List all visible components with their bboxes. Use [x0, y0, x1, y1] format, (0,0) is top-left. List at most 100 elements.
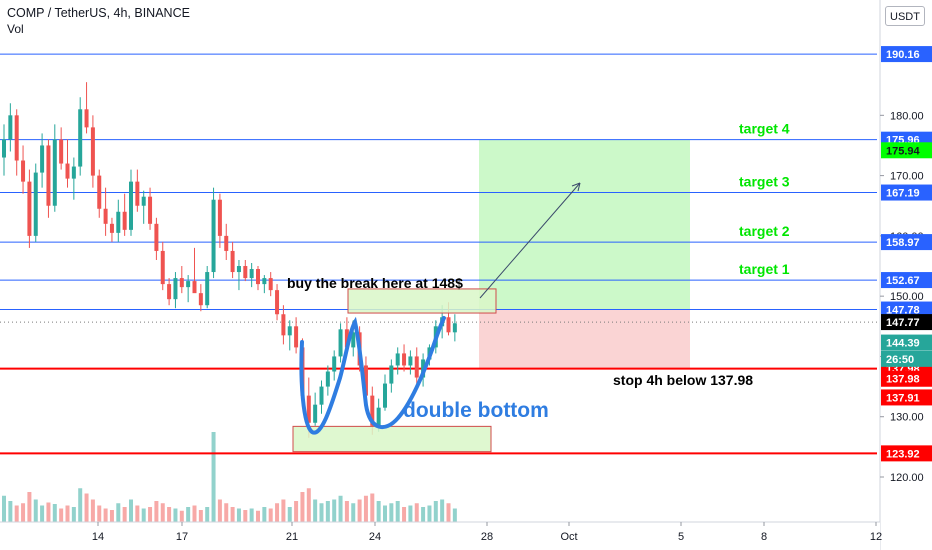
level-price-tag[interactable]: [881, 234, 932, 251]
candle-body[interactable]: [148, 196, 153, 224]
candle-body[interactable]: [8, 115, 13, 140]
candle-body[interactable]: [33, 172, 38, 236]
candle-body[interactable]: [167, 284, 172, 300]
candle-body[interactable]: [90, 127, 95, 176]
candle-body[interactable]: [344, 329, 349, 348]
candle-body[interactable]: [262, 278, 267, 285]
candle-body[interactable]: [338, 329, 343, 357]
level-price-tag[interactable]: [881, 184, 932, 201]
axis-price-tag[interactable]: [881, 314, 932, 331]
candle-body[interactable]: [27, 181, 32, 236]
axis-price-tag[interactable]: [881, 389, 932, 406]
candle-body[interactable]: [141, 196, 146, 206]
candle-body[interactable]: [446, 317, 451, 333]
candle-body[interactable]: [370, 395, 375, 426]
level-price-tag[interactable]: [881, 301, 932, 318]
profit-zone[interactable]: [479, 139, 690, 310]
candle-body[interactable]: [281, 314, 286, 336]
candle-body[interactable]: [452, 323, 457, 333]
candle-body[interactable]: [129, 181, 133, 230]
projection-arrow-line[interactable]: [479, 182, 581, 299]
candle-body[interactable]: [59, 139, 64, 164]
axis-price-tag[interactable]: [881, 370, 932, 387]
candle-body[interactable]: [46, 145, 51, 206]
breakout-box[interactable]: [347, 288, 497, 314]
pattern-annotation[interactable]: double bottom: [403, 399, 549, 422]
candle-body[interactable]: [179, 278, 184, 288]
candle-body[interactable]: [211, 199, 216, 273]
level-price-tag[interactable]: [881, 272, 932, 289]
volume-indicator-label[interactable]: Vol: [7, 22, 24, 36]
candle-body[interactable]: [84, 109, 89, 128]
candle-body[interactable]: [192, 281, 197, 294]
candle-body[interactable]: [275, 290, 280, 315]
candle-body[interactable]: [109, 223, 114, 233]
candle-body[interactable]: [103, 208, 108, 224]
axis-price-tag[interactable]: [881, 142, 932, 159]
axis-price-tag[interactable]: [881, 350, 932, 367]
target-label-2[interactable]: target 2: [739, 223, 790, 239]
candle-body[interactable]: [135, 181, 140, 206]
candle-body[interactable]: [52, 139, 57, 206]
target-label-4[interactable]: target 4: [739, 121, 790, 137]
candle-body[interactable]: [402, 353, 407, 366]
candle-body[interactable]: [14, 115, 19, 161]
double-bottom-curve[interactable]: [299, 316, 446, 435]
candle-body[interactable]: [122, 211, 127, 230]
level-price-tag[interactable]: [881, 46, 932, 63]
candle-body[interactable]: [2, 139, 6, 158]
candle-body[interactable]: [65, 163, 70, 179]
candle-body[interactable]: [306, 395, 311, 423]
candle-body[interactable]: [71, 166, 76, 179]
candle-body[interactable]: [198, 293, 203, 306]
target-label-3[interactable]: target 3: [739, 174, 790, 190]
candle-body[interactable]: [97, 175, 102, 209]
candle-body[interactable]: [78, 109, 83, 167]
candle-body[interactable]: [376, 407, 381, 426]
candle-body[interactable]: [154, 223, 159, 251]
time-axis[interactable]: [0, 522, 880, 550]
candle-body[interactable]: [173, 278, 178, 300]
symbol-title[interactable]: COMP / TetherUS, 4h, BINANCE: [7, 6, 190, 20]
volume-bar: [129, 499, 133, 522]
candle-body[interactable]: [230, 250, 235, 273]
candle-body[interactable]: [268, 278, 273, 291]
candle-body[interactable]: [389, 365, 394, 384]
candle-body[interactable]: [319, 386, 324, 405]
buy-annotation[interactable]: buy the break here at 148$: [287, 275, 463, 291]
target-label-1[interactable]: target 1: [739, 261, 790, 277]
candle-body[interactable]: [40, 145, 45, 173]
candle-body[interactable]: [21, 160, 26, 182]
candle-body[interactable]: [332, 356, 337, 372]
currency-badge[interactable]: USDT: [885, 6, 925, 26]
candle-body[interactable]: [217, 199, 222, 236]
candle-body[interactable]: [205, 272, 210, 306]
candle-body[interactable]: [351, 332, 356, 348]
candle-body[interactable]: [160, 250, 165, 285]
candle-body[interactable]: [294, 326, 299, 348]
volume-bar: [33, 499, 38, 522]
candle-body[interactable]: [287, 326, 292, 336]
candle-body[interactable]: [249, 269, 254, 279]
candle-body[interactable]: [186, 281, 191, 288]
candle-body[interactable]: [383, 383, 387, 408]
candle-body[interactable]: [325, 371, 330, 387]
double-bottom-base-box[interactable]: [292, 425, 492, 453]
stop-annotation[interactable]: stop 4h below 137.98: [613, 372, 753, 388]
candle-body[interactable]: [395, 353, 400, 366]
candle-body[interactable]: [414, 356, 419, 378]
candle-body[interactable]: [236, 266, 241, 273]
candle-body[interactable]: [243, 266, 248, 279]
candle-body[interactable]: [256, 269, 260, 285]
candle-body[interactable]: [224, 235, 229, 251]
candle-body[interactable]: [313, 404, 318, 423]
candle-body[interactable]: [363, 365, 368, 396]
volume-bar: [389, 503, 394, 522]
loss-zone[interactable]: [479, 309, 690, 369]
candle-body[interactable]: [116, 211, 121, 233]
candle-body[interactable]: [408, 356, 413, 366]
axis-price-tag[interactable]: [881, 334, 932, 351]
level-price-tag[interactable]: [881, 445, 932, 462]
